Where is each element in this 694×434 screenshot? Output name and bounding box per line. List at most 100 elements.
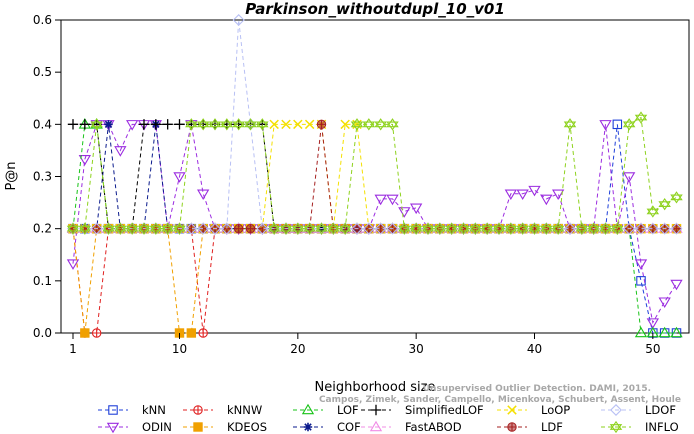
x-tick-label: 10 bbox=[172, 342, 187, 356]
point-loop bbox=[293, 119, 303, 130]
point-ldof bbox=[351, 222, 363, 235]
point-inflo bbox=[185, 118, 198, 131]
point-inflo bbox=[303, 222, 316, 235]
point-inflo bbox=[244, 118, 257, 131]
point-inflo bbox=[398, 222, 411, 235]
legend-label-knn: kNN bbox=[142, 403, 166, 417]
point-inflo bbox=[634, 111, 648, 124]
point-simplifiedlof bbox=[174, 119, 185, 130]
legend-item-odin: ODIN bbox=[98, 420, 172, 434]
point-odin bbox=[646, 318, 659, 329]
point-inflo bbox=[421, 222, 435, 235]
point-odin bbox=[66, 259, 80, 270]
series-knnw bbox=[68, 223, 682, 338]
point-ldof bbox=[362, 222, 375, 235]
point-odin bbox=[670, 279, 683, 291]
point-inflo bbox=[137, 222, 151, 235]
series-inflo bbox=[66, 111, 683, 235]
point-inflo bbox=[599, 222, 612, 235]
point-inflo bbox=[256, 118, 269, 131]
plot-frame bbox=[60, 19, 690, 334]
legend-marker-ldf bbox=[507, 422, 517, 432]
point-inflo bbox=[102, 222, 115, 235]
legend-marker-fastabod bbox=[369, 420, 383, 432]
point-simplifiedlof bbox=[162, 119, 173, 130]
y-tick-label: 0.0 bbox=[33, 326, 52, 340]
point-inflo bbox=[575, 222, 589, 235]
point-odin bbox=[552, 189, 565, 201]
point-inflo bbox=[516, 222, 529, 235]
point-inflo bbox=[374, 118, 387, 131]
point-loop bbox=[304, 119, 315, 130]
legend-marker-inflo bbox=[609, 420, 623, 434]
legend-label-ldf: LDF bbox=[541, 420, 563, 434]
legend-item-ldf: LDF bbox=[497, 420, 563, 434]
legend-marker-kdeos bbox=[193, 422, 203, 432]
point-ldof bbox=[197, 222, 210, 235]
y-tick-label: 0.6 bbox=[33, 13, 52, 27]
point-inflo bbox=[646, 205, 660, 218]
point-inflo bbox=[161, 222, 174, 235]
legend-item-simplifiedlof: SimplifiedLOF bbox=[361, 403, 484, 417]
point-odin bbox=[540, 194, 553, 206]
point-loop bbox=[269, 119, 279, 130]
point-ldof bbox=[670, 222, 683, 235]
point-inflo bbox=[338, 222, 352, 235]
point-knnw bbox=[91, 328, 102, 338]
point-odin bbox=[623, 172, 636, 183]
point-inflo bbox=[622, 118, 636, 131]
legend-item-knn: kNN bbox=[98, 403, 166, 417]
point-cof bbox=[104, 120, 113, 129]
point-ldf bbox=[198, 223, 208, 234]
point-inflo bbox=[563, 118, 577, 131]
point-ldof bbox=[232, 14, 245, 26]
point-odin bbox=[516, 189, 529, 201]
point-inflo bbox=[291, 222, 305, 235]
point-inflo bbox=[267, 222, 281, 235]
point-odin bbox=[386, 194, 399, 206]
series-layer bbox=[66, 14, 683, 338]
watermark-line-1: Unsupervised Outlier Detection. DAMI, 20… bbox=[423, 384, 651, 394]
x-tick-label: 30 bbox=[409, 342, 424, 356]
legend-marker-lof bbox=[301, 403, 315, 415]
point-simplifiedlof bbox=[138, 119, 150, 130]
point-ldof bbox=[185, 222, 198, 235]
legend-item-knnw: kNNW bbox=[183, 403, 262, 417]
series-loop bbox=[68, 119, 682, 234]
point-inflo bbox=[149, 222, 163, 235]
x-tick-label: 1 bbox=[69, 342, 77, 356]
series-line-inflo bbox=[73, 116, 677, 230]
legend: kNN ODIN kNNW KDEOS LOF COF SimplifiedLOF FastA… bbox=[98, 403, 679, 434]
point-inflo bbox=[114, 222, 127, 235]
point-inflo bbox=[670, 191, 683, 204]
point-inflo bbox=[90, 118, 103, 131]
point-inflo bbox=[66, 222, 80, 235]
x-tick-label: 50 bbox=[645, 342, 660, 356]
legend-item-ldof: LDOF bbox=[601, 403, 676, 417]
x-tick-label: 20 bbox=[290, 342, 305, 356]
point-ldof bbox=[658, 222, 671, 235]
point-inflo bbox=[350, 118, 364, 131]
series-line-odin bbox=[72, 123, 677, 324]
point-odin bbox=[114, 146, 127, 157]
series-simplifiedlof bbox=[67, 119, 682, 234]
legend-marker-loop bbox=[507, 405, 517, 415]
x-tick-label: 40 bbox=[527, 342, 542, 356]
point-inflo bbox=[220, 118, 234, 131]
point-inflo bbox=[587, 222, 600, 235]
legend-marker-cof bbox=[303, 422, 313, 432]
point-lof bbox=[658, 326, 671, 338]
point-loop bbox=[281, 119, 291, 130]
point-odin bbox=[197, 189, 210, 201]
point-ldof bbox=[209, 222, 221, 235]
chart-title: Parkinson_withoutdupl_10_v01 bbox=[245, 0, 505, 18]
point-ldf bbox=[316, 119, 327, 130]
point-knnw bbox=[198, 328, 208, 338]
point-odin bbox=[528, 185, 541, 197]
y-axis: 0.0 0.1 0.2 0.3 0.4 0.5 0.6 bbox=[33, 13, 61, 340]
y-axis-label: P@n bbox=[4, 161, 19, 190]
legend-marker-odin bbox=[106, 422, 120, 434]
point-inflo bbox=[279, 222, 293, 235]
legend-label-kdeos: KDEOS bbox=[227, 420, 267, 434]
legend-label-fastabod: FastABOD bbox=[405, 420, 462, 434]
